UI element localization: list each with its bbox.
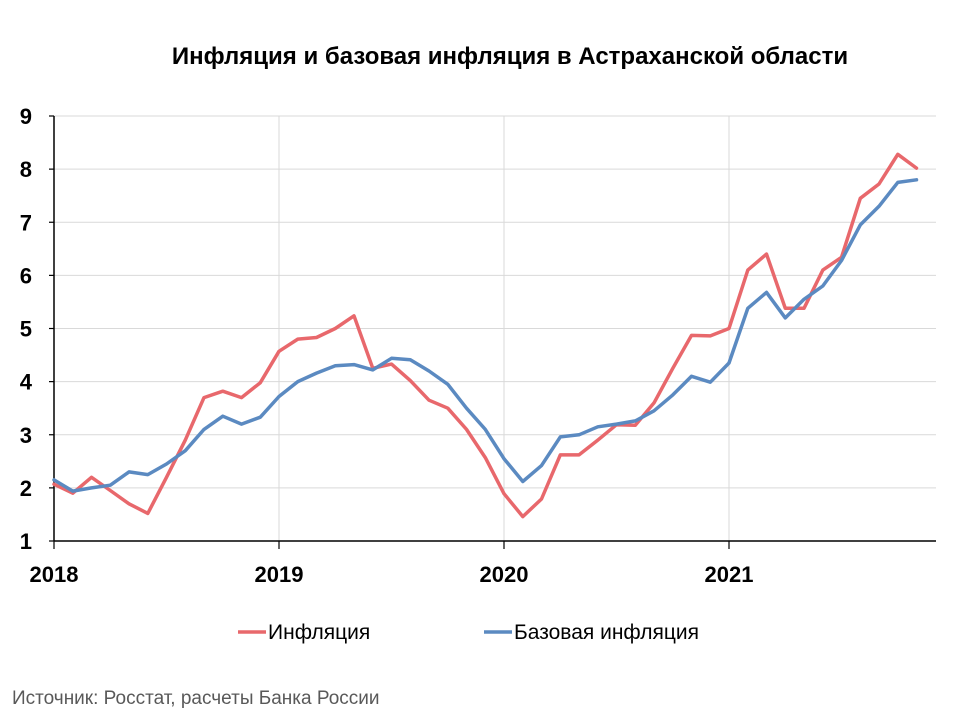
x-tick-label: 2020 (480, 562, 529, 587)
y-tick-label: 5 (20, 317, 32, 342)
series-layer (52, 152, 919, 519)
y-tick-label: 8 (20, 157, 32, 182)
chart-title: Инфляция и базовая инфляция в Астраханск… (172, 43, 848, 70)
axes: 1 2 3 4 5 6 7 8 9 2018 2019 2020 2021 (20, 104, 936, 587)
y-tick-label: 4 (20, 370, 33, 395)
y-tick-label: 1 (20, 529, 32, 554)
x-tick-label: 2019 (255, 562, 304, 587)
y-tick-label: 3 (20, 423, 32, 448)
y-tick-label: 9 (20, 104, 32, 129)
x-tick-label: 2021 (705, 562, 754, 587)
source-note: Источник: Росстат, расчеты Банка России (12, 688, 380, 709)
y-tick-label: 2 (20, 476, 32, 501)
x-tick-label: 2018 (30, 562, 79, 587)
y-tick-label: 7 (20, 210, 32, 235)
y-tick-label: 6 (20, 263, 32, 288)
series-line-core-inflation (52, 178, 919, 493)
legend-label: Базовая инфляция (514, 621, 699, 644)
legend: Инфляция Базовая инфляция (238, 621, 699, 644)
series-line-inflation (52, 152, 919, 519)
legend-label: Инфляция (268, 621, 370, 644)
